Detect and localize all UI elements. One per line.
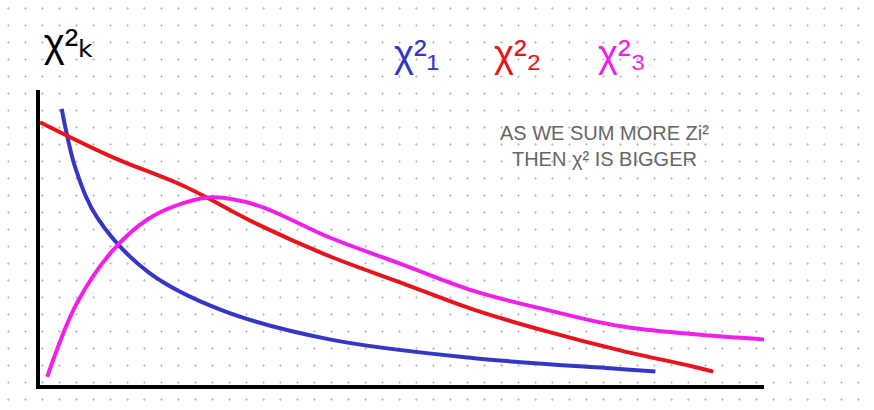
svg-text:χ²ₖ: χ²ₖ [44, 21, 95, 65]
svg-text:χ²₁: χ²₁ [394, 33, 439, 75]
svg-text:χ²₃: χ²₃ [598, 33, 646, 75]
svg-text:χ²₂: χ²₂ [494, 33, 541, 75]
svg-text:AS WE SUM MORE Zi²THEN χ² IS B: AS WE SUM MORE Zi²THEN χ² IS BIGGER [500, 122, 709, 170]
